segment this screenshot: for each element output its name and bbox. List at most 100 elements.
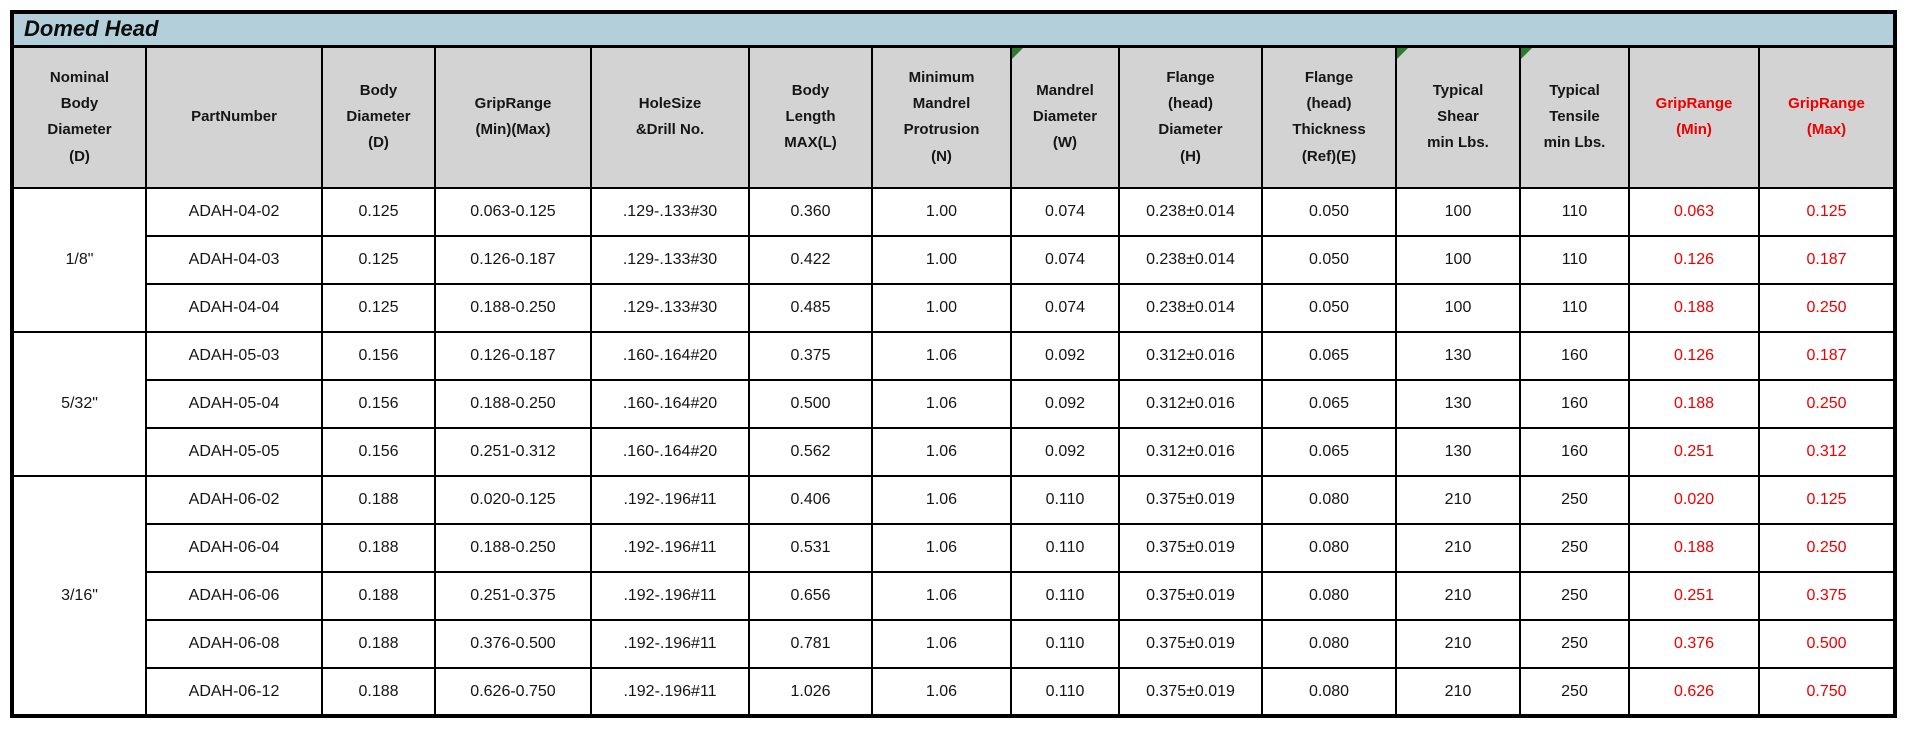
table-row: ADAH-06-08 0.188 0.376-0.500.192-.196#11 0.…	[12, 619, 1896, 669]
cell-part-number: ADAH-06-02	[145, 475, 323, 525]
cell-grip-min: 0.126	[1628, 331, 1760, 381]
cell-grip-min: 0.188	[1628, 283, 1760, 333]
cell-body-diameter: 0.188	[321, 475, 436, 525]
cell-mandrel-diameter: 0.074	[1010, 187, 1120, 237]
cell-flange-diameter: 0.375±0.019	[1118, 523, 1263, 573]
cell-grip-range: 0.251-0.375	[434, 571, 592, 621]
cell-mandrel-diameter: 0.074	[1010, 235, 1120, 285]
cell-min-mandrel-protrusion: 1.06	[871, 667, 1012, 717]
cell-mandrel-diameter: 0.110	[1010, 523, 1120, 573]
table-row: ADAH-04-03 0.125 0.126-0.187.129-.133#30 0.…	[12, 235, 1896, 285]
cell-min-mandrel-protrusion: 1.06	[871, 427, 1012, 477]
cell-typical-shear: 130	[1395, 427, 1521, 477]
cell-grip-max: 0.500	[1758, 619, 1896, 669]
cell-flange-thickness: 0.050	[1261, 283, 1397, 333]
cell-flange-diameter: 0.375±0.019	[1118, 571, 1263, 621]
nominal-diameter-cell: 5/32"	[11, 331, 147, 477]
cell-typical-shear: 100	[1395, 283, 1521, 333]
cell-min-mandrel-protrusion: 1.06	[871, 523, 1012, 573]
cell-grip-max: 0.312	[1758, 427, 1896, 477]
column-header-label: Body Diameter (D)	[346, 81, 411, 152]
cell-typical-shear: 210	[1395, 619, 1521, 669]
column-header-label: GripRange (Min)	[1655, 95, 1733, 139]
cell-min-mandrel-protrusion: 1.00	[871, 283, 1012, 333]
cell-typical-shear: 210	[1395, 667, 1521, 717]
cell-flange-diameter: 0.375±0.019	[1118, 667, 1263, 717]
cell-grip-range: 0.251-0.312	[434, 427, 592, 477]
cell-grip-min: 0.376	[1628, 619, 1760, 669]
cell-hole-size: .129-.133#30	[590, 283, 750, 333]
cell-flange-thickness: 0.065	[1261, 427, 1397, 477]
spec-sheet: Domed Head Nominal Body Diameter (D) Part…	[10, 10, 1897, 718]
cell-grip-max: 0.187	[1758, 235, 1896, 285]
cell-typical-tensile: 110	[1519, 283, 1630, 333]
cell-flange-thickness: 0.080	[1261, 619, 1397, 669]
cell-body-length-max: 0.485	[748, 283, 873, 333]
cell-grip-max: 0.187	[1758, 331, 1896, 381]
column-header-label: PartNumber	[191, 108, 277, 126]
cell-grip-min: 0.251	[1628, 427, 1760, 477]
cell-grip-min: 0.626	[1628, 667, 1760, 717]
column-header-label: Typical Tensile min Lbs.	[1543, 81, 1606, 152]
cell-flange-diameter: 0.375±0.019	[1118, 475, 1263, 525]
cell-body-length-max: 1.026	[748, 667, 873, 717]
cell-part-number: ADAH-04-02	[145, 187, 323, 237]
cell-body-diameter: 0.188	[321, 571, 436, 621]
column-header-label: Mandrel Diameter (W)	[1032, 81, 1098, 152]
cell-typical-tensile: 250	[1519, 571, 1630, 621]
column-header-grip-max: GripRange (Max)	[1758, 45, 1896, 189]
cell-min-mandrel-protrusion: 1.06	[871, 475, 1012, 525]
column-header-hole-size: HoleSize &Drill No.	[590, 45, 750, 189]
cell-flange-diameter: 0.375±0.019	[1118, 619, 1263, 669]
cell-hole-size: .192-.196#11	[590, 619, 750, 669]
cell-grip-min: 0.020	[1628, 475, 1760, 525]
column-header-typical-tensile: Typical Tensile min Lbs.	[1519, 45, 1630, 189]
cell-body-diameter: 0.125	[321, 283, 436, 333]
cell-body-diameter: 0.188	[321, 619, 436, 669]
cell-typical-shear: 210	[1395, 475, 1521, 525]
cell-body-length-max: 0.406	[748, 475, 873, 525]
cell-part-number: ADAH-06-08	[145, 619, 323, 669]
table-row: 1/8" ADAH-04-02 0.125 0.063-0.125.129-.133#…	[11, 187, 1896, 333]
table-row: ADAH-04-04 0.125 0.188-0.250.129-.133#30 0.…	[12, 283, 1896, 333]
column-header-body-length-max: Body Length MAX(L)	[748, 45, 873, 189]
cell-flange-diameter: 0.312±0.016	[1118, 427, 1263, 477]
column-header-label: GripRange (Min)(Max)	[474, 95, 552, 139]
cell-part-number: ADAH-05-03	[145, 331, 323, 381]
table-title: Domed Head	[11, 11, 1896, 48]
cell-part-number: ADAH-05-05	[145, 427, 323, 477]
cell-body-diameter: 0.125	[321, 187, 436, 237]
cell-flange-thickness: 0.080	[1261, 475, 1397, 525]
cell-grip-range: 0.126-0.187	[434, 331, 592, 381]
cell-grip-min: 0.188	[1628, 523, 1760, 573]
cell-typical-shear: 100	[1395, 187, 1521, 237]
cell-grip-max: 0.125	[1758, 187, 1896, 237]
cell-body-length-max: 0.375	[748, 331, 873, 381]
cell-typical-tensile: 110	[1519, 187, 1630, 237]
cell-grip-max: 0.750	[1758, 667, 1896, 717]
cell-grip-range: 0.188-0.250	[434, 523, 592, 573]
cell-part-number: ADAH-06-06	[145, 571, 323, 621]
cell-typical-tensile: 250	[1519, 667, 1630, 717]
cell-part-number: ADAH-05-04	[145, 379, 323, 429]
table-row: ADAH-05-05 0.156 0.251-0.312.160-.164#20 0.…	[12, 427, 1896, 477]
cell-flag-icon	[1522, 48, 1532, 59]
cell-body-diameter: 0.156	[321, 427, 436, 477]
cell-body-length-max: 0.360	[748, 187, 873, 237]
column-header-typical-shear: Typical Shear min Lbs.	[1395, 45, 1521, 189]
cell-grip-min: 0.188	[1628, 379, 1760, 429]
cell-part-number: ADAH-06-12	[145, 667, 323, 717]
cell-body-diameter: 0.156	[321, 331, 436, 381]
table-row: 5/32" ADAH-05-03 0.156 0.126-0.187.160-.164…	[11, 331, 1896, 477]
column-header-grip-min: GripRange (Min)	[1628, 45, 1760, 189]
cell-mandrel-diameter: 0.092	[1010, 379, 1120, 429]
table-row: ADAH-05-04 0.156 0.188-0.250.160-.164#20 0.…	[12, 379, 1896, 429]
table-row: 3/16" ADAH-06-02 0.188 0.020-0.125.192-.196…	[11, 475, 1896, 717]
cell-flange-thickness: 0.080	[1261, 667, 1397, 717]
cell-flange-diameter: 0.238±0.014	[1118, 235, 1263, 285]
cell-typical-shear: 210	[1395, 523, 1521, 573]
cell-grip-min: 0.063	[1628, 187, 1760, 237]
domed-head-table: Domed Head Nominal Body Diameter (D) Part…	[10, 10, 1897, 718]
cell-body-length-max: 0.422	[748, 235, 873, 285]
column-header-label: Minimum Mandrel Protrusion (N)	[903, 68, 980, 165]
